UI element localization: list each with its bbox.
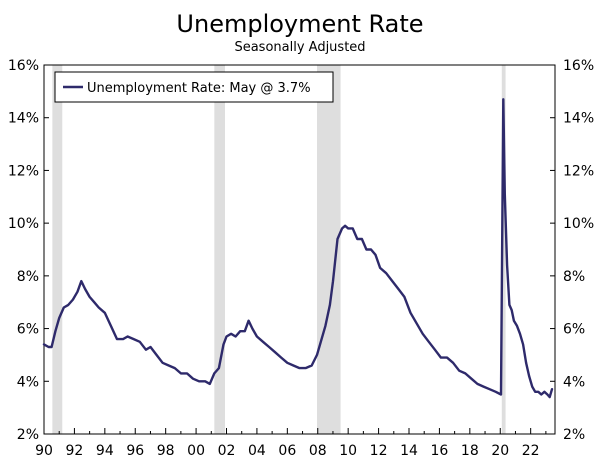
legend-box [54,71,334,103]
x-tick-label-8: 06 [278,443,296,459]
x-tick-label-6: 02 [218,443,236,459]
x-tick-label-2: 94 [96,443,114,459]
y-tick-label-left-3: 8% [17,269,39,285]
x-tick-label-5: 00 [187,443,205,459]
recession-band-2 [316,65,341,434]
x-tick-label-4: 98 [157,443,175,459]
recession-band-1 [214,65,225,434]
x-tick-label-14: 18 [461,443,479,459]
recession-shading-group [52,65,506,434]
recession-band-0 [52,65,63,434]
x-tick-label-7: 04 [248,443,266,459]
x-tick-label-12: 14 [400,443,418,459]
y-tick-label-right-1: 4% [563,374,585,390]
chart-title: Unemployment Rate [176,10,424,38]
y-tick-label-left-4: 10% [8,216,39,232]
x-tick-label-0: 90 [35,443,53,459]
x-tick-label-9: 08 [309,443,327,459]
y-tick-label-left-6: 14% [8,111,39,127]
y-tick-label-right-2: 6% [563,322,585,338]
x-tick-label-16: 22 [522,443,540,459]
y-tick-label-left-5: 12% [8,163,39,179]
x-tick-label-13: 16 [431,443,449,459]
y-tick-label-left-2: 6% [17,322,39,338]
y-tick-label-right-5: 12% [563,163,594,179]
y-tick-label-left-1: 4% [17,374,39,390]
series-line-unemployment [42,98,554,399]
y-tick-label-right-7: 16% [563,58,594,74]
legend-entry-unemployment: Unemployment Rate: May @ 3.7% [87,81,311,96]
x-tick-label-3: 96 [126,443,144,459]
legend: Unemployment Rate: May @ 3.7% [54,71,334,103]
chart-subtitle: Seasonally Adjusted [234,40,366,55]
recession-band-3 [501,65,506,434]
plot-frame [43,64,556,435]
x-tick-label-1: 92 [66,443,84,459]
y-axis-ticks: 2% 2% 4% 4% 6% 6% 8% 8% 10% 10% 12% 12% 14% 14% 16% 16% [8,58,594,443]
x-tick-label-11: 12 [370,443,388,459]
y-tick-label-right-4: 10% [563,216,594,232]
y-tick-label-right-6: 14% [563,111,594,127]
y-tick-label-left-0: 2% [17,427,39,443]
x-axis-ticks: 90 92 94 96 98 00 02 04 06 08 10 12 14 16 18 20 22 [35,428,547,459]
y-tick-label-left-7: 16% [8,58,39,74]
y-tick-label-right-3: 8% [563,269,585,285]
y-tick-label-right-0: 2% [563,427,585,443]
x-tick-label-15: 20 [491,443,509,459]
x-tick-label-10: 10 [339,443,357,459]
